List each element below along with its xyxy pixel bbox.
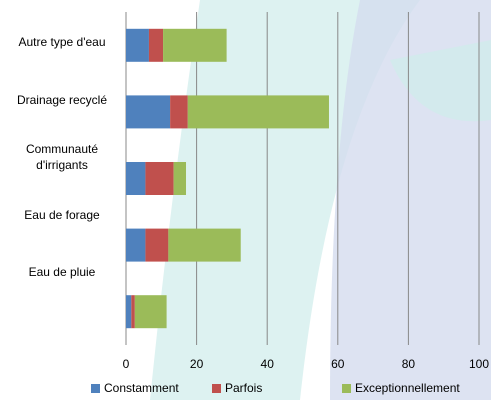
bar-segment — [163, 28, 227, 62]
bar-segment — [126, 95, 171, 129]
y-tick-label: Autre type d'eau — [18, 35, 106, 49]
bar-segment — [170, 95, 188, 129]
bar-segment — [126, 228, 146, 262]
x-tick-label: 40 — [261, 357, 275, 371]
bar-segment — [126, 28, 149, 62]
y-tick-label: Communauté d'irrigants — [25, 142, 99, 172]
x-tick-label: 0 — [123, 357, 130, 371]
bar-segment — [126, 162, 146, 195]
y-tick-label: Drainage recyclé — [16, 92, 108, 107]
bar-segment — [134, 295, 167, 329]
y-tick-label: Eau de forage — [24, 207, 100, 222]
legend-swatch — [342, 384, 351, 393]
bar-segment — [126, 295, 132, 329]
bar-segment — [145, 162, 174, 195]
legend-label: Constamment — [104, 381, 179, 395]
bar-segment — [168, 228, 241, 262]
bar-segment — [173, 162, 187, 195]
y-tick-label: Eau de pluie — [28, 265, 96, 279]
legend-label: Parfois — [225, 381, 262, 395]
legend-swatch — [91, 384, 100, 393]
bar-segment — [145, 228, 169, 262]
bar-segment — [131, 295, 135, 329]
bar-segment — [187, 95, 329, 129]
legend-swatch — [212, 384, 221, 393]
decor-shape — [390, 40, 491, 122]
bar-segment — [148, 28, 164, 62]
legend-label: Exceptionnellement — [355, 381, 460, 395]
x-tick-label: 100 — [469, 357, 489, 371]
x-tick-label: 60 — [331, 357, 345, 371]
x-tick-label: 80 — [402, 357, 416, 371]
x-tick-label: 20 — [190, 357, 204, 371]
